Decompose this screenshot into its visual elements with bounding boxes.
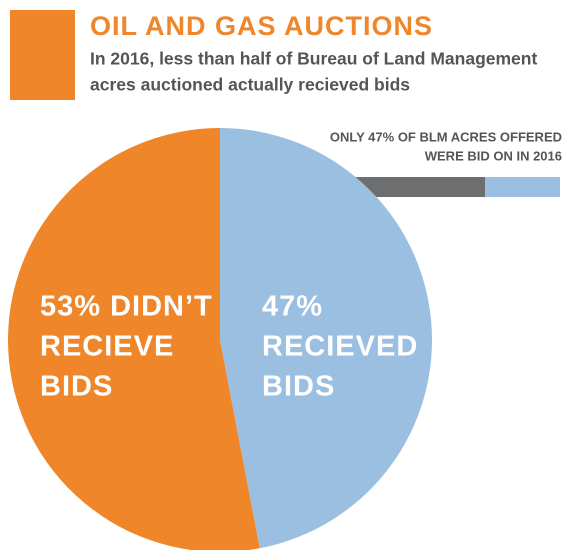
subtitle: In 2016, less than half of Bureau of Lan… (90, 49, 537, 69)
chart-title: OIL AND GAS AUCTIONS (90, 11, 433, 41)
slice-label: RECIEVED (262, 331, 418, 363)
header-square (10, 10, 75, 100)
pie-labels: 47% RECIEVED BIDS 53% DIDN’T RECIEVE BIDS (40, 291, 418, 403)
arrow-bar (485, 177, 560, 197)
pie (8, 128, 432, 550)
slice-label: RECIEVE (40, 331, 174, 363)
slice-label: BIDS (40, 371, 113, 403)
annotation: WERE BID ON IN 2016 (425, 148, 562, 163)
slice-label: BIDS (262, 371, 335, 403)
pie-slice (220, 128, 432, 549)
pie-slice (8, 128, 260, 550)
annotation: ONLY 47% OF BLM ACRES OFFERED (330, 129, 562, 144)
subtitle: acres auctioned actually recieved bids (90, 75, 410, 95)
slice-label: 47% (262, 291, 323, 323)
slice-label: 53% DIDN’T (40, 291, 213, 323)
